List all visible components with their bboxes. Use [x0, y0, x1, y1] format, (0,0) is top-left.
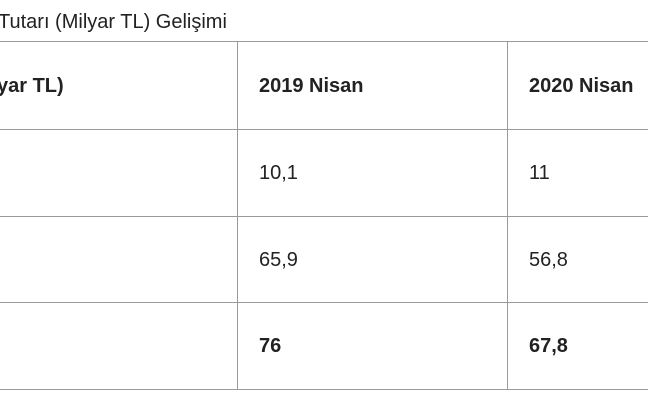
- row-border: [0, 129, 648, 130]
- column-border: [507, 41, 508, 389]
- cell: 10,1: [259, 162, 298, 184]
- row-border: [0, 41, 648, 42]
- total-cell: 67,8: [529, 335, 568, 357]
- header-cell: 2019 Nisan: [259, 75, 364, 97]
- cell: 56,8: [529, 249, 568, 271]
- row-border: [0, 389, 648, 390]
- total-cell: 76: [259, 335, 282, 357]
- row-border: [0, 216, 648, 217]
- row-border: [0, 302, 648, 303]
- header-cell: 2020 Nisan: [529, 75, 634, 97]
- cell: 11: [529, 162, 550, 184]
- table-title: Tutarı (Milyar TL) Gelişimi: [0, 11, 227, 33]
- column-border: [237, 41, 238, 389]
- header-cell: yar TL): [0, 75, 64, 97]
- cell: 65,9: [259, 249, 298, 271]
